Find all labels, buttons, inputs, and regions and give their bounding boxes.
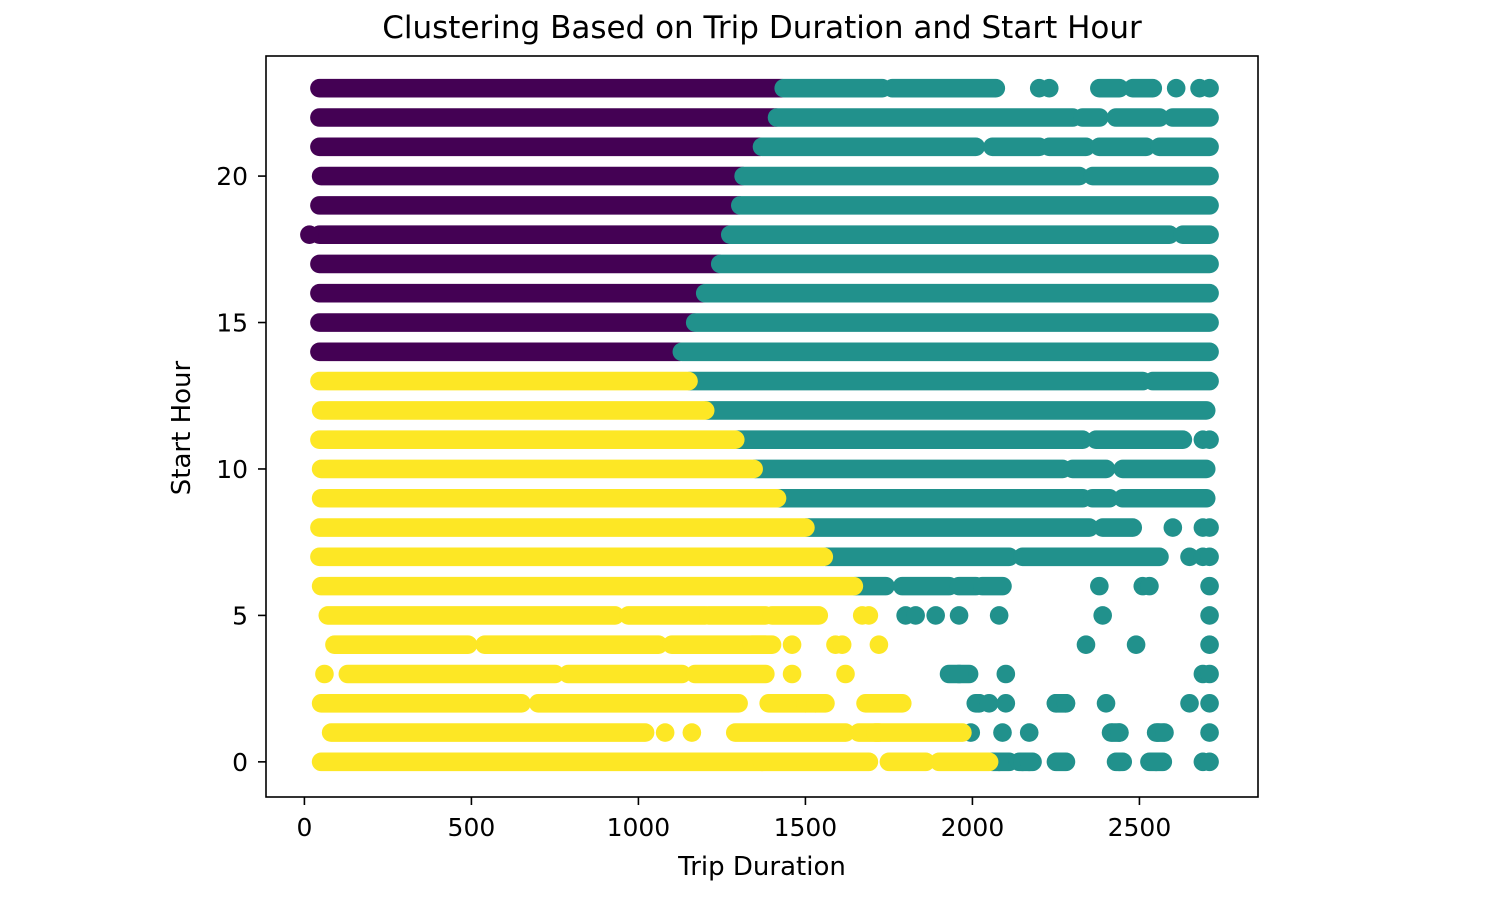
cluster-1-point [1200,78,1219,98]
plot-border [265,55,1259,798]
cluster-1-point [1110,723,1129,742]
y-tick-label: 15 [216,309,248,338]
cluster-1-point [1076,635,1096,654]
x-tick-label: 2000 [941,813,1005,842]
x-axis-ticks: 0 500 1000 1500 2000 2500 [296,797,1171,842]
cluster-1-point [1146,752,1166,772]
cluster-1-points [672,78,1219,772]
cluster-2-point [782,635,802,654]
cluster-1-point [1126,635,1146,654]
cluster-2-point [655,723,675,742]
cluster-1-point [1180,547,1199,567]
cluster-2-point [869,635,889,654]
cluster-1-point [1019,723,1039,742]
cluster-1-point [1093,606,1112,625]
cluster-0-point [300,225,319,244]
cluster-1-point [949,664,969,684]
y-axis-label: Start Hour [167,360,197,495]
x-tick-label: 0 [296,813,312,842]
cluster-1-point [926,606,945,625]
cluster-2-point [315,664,334,684]
cluster-1-point [906,606,925,625]
cluster-2-point [832,635,852,654]
cluster-2-point [682,723,702,742]
cluster-2-point [752,752,772,772]
x-axis-label: Trip Duration [677,852,846,882]
cluster-1-point [1200,752,1219,772]
cluster-1-point [949,606,969,625]
cluster-1-point [989,606,1009,625]
x-tick-label: 500 [448,813,496,842]
cluster-2-point [782,664,802,684]
cluster-1-point [1200,430,1219,449]
y-tick-label: 0 [232,748,248,777]
cluster-1-point [1166,78,1186,98]
cluster-1-point [1163,518,1183,537]
x-tick-label: 1000 [607,813,671,842]
cluster-1-point [1155,723,1174,742]
x-tick-label: 2500 [1108,813,1172,842]
cluster-1-point [1200,693,1219,713]
chart-title: Clustering Based on Trip Duration and St… [382,10,1142,46]
cluster-1-point [993,723,1012,742]
cluster-2-points [310,371,999,772]
cluster-0-points [300,78,792,362]
cluster-1-point [1200,518,1219,537]
cluster-1-point [1200,576,1219,596]
cluster-1-point [1200,606,1219,625]
cluster-1-point [1140,576,1159,596]
cluster-1-point [1200,723,1219,742]
cluster-1-point [1090,576,1109,596]
cluster-1-point [1056,693,1076,713]
cluster-2-point [859,606,879,625]
cluster-1-point [979,693,999,713]
y-tick-label: 20 [216,162,248,191]
cluster-1-point [1200,664,1219,684]
cluster-1-point [996,693,1016,713]
cluster-1-point [1039,78,1059,98]
cluster-2-point [806,693,825,713]
cluster-1-point [1110,752,1129,772]
cluster-1-point [1200,547,1219,567]
cluster-1-point [996,664,1016,684]
y-axis-ticks: 0 5 10 15 20 [216,162,266,777]
cluster-1-point [1019,752,1039,772]
x-tick-label: 1500 [774,813,838,842]
cluster-1-point [1180,693,1199,713]
cluster-2-point [836,664,855,684]
cluster-1-point [1096,693,1116,713]
cluster-1-point [1200,635,1219,654]
y-tick-label: 10 [216,455,248,484]
y-tick-label: 5 [232,601,248,630]
